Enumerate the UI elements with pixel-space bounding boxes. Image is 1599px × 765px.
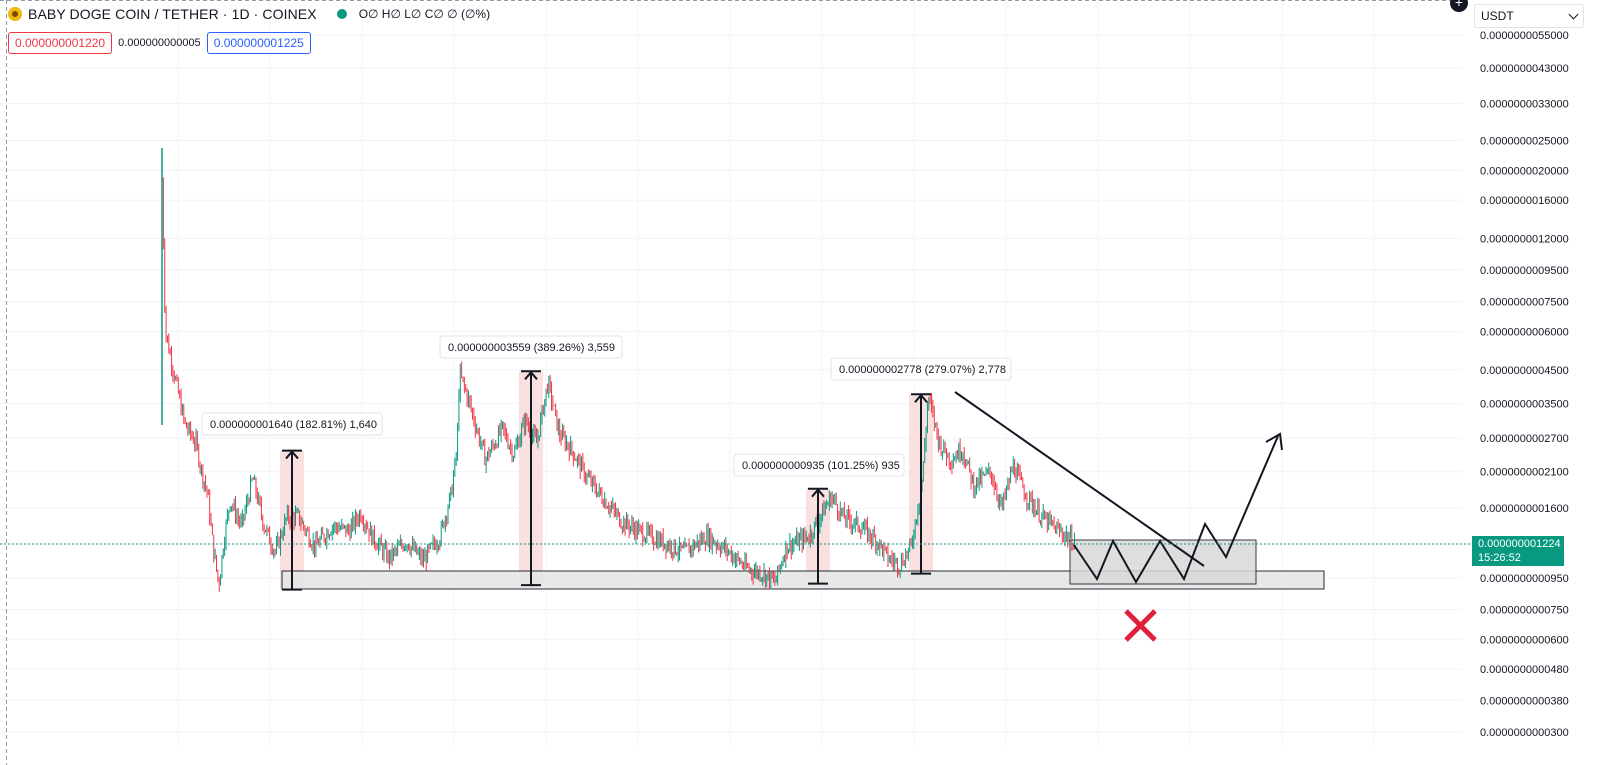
y-tick-label: 0.0000000001600 [1480,503,1569,515]
current-price-value: 0.000000001224 [1478,538,1561,550]
y-tick-label: 0.0000000004500 [1480,365,1569,377]
coin-icon[interactable] [8,7,22,21]
measure-label: 0.000000000935 (101.25%) 935 [733,453,905,477]
y-tick-label: 0.0000000000950 [1480,573,1569,585]
breakout-arrowhead [1265,432,1283,451]
measure-arrowhead [285,450,299,460]
y-tick-label: 0.0000000033000 [1480,98,1569,110]
y-tick-label: 0.0000000000600 [1480,634,1569,646]
y-tick-label: 0.0000000007500 [1480,296,1569,308]
candles [161,148,1076,593]
measure-label-text: 0.000000003559 (389.26%) 3,559 [448,342,615,354]
y-tick-label: 0.0000000016000 [1480,195,1569,207]
buy-price-button[interactable]: 0.000000001225 [206,32,311,54]
market-status-icon[interactable] [336,9,347,19]
y-tick-label: 0.0000000000300 [1480,727,1569,739]
invalidation-cross [1124,609,1157,642]
y-tick-label: 0.0000000000750 [1480,604,1569,616]
symbol-title[interactable]: BABY DOGE COIN / TETHER · 1D · COINEX [28,6,317,22]
measure-label: 0.000000002778 (279.07%) 2,778 [830,357,1012,381]
current-price-label: 0.000000001224 15:26:52 [1472,536,1564,566]
support-zone [281,570,1325,590]
y-tick-label: 0.0000000006000 [1480,326,1569,338]
y-tick-label: 0.0000000043000 [1480,63,1569,75]
y-tick-label: 0.0000000012000 [1480,234,1569,246]
measure-arrowhead [811,488,825,498]
measure-label-text: 0.000000000935 (101.25%) 935 [742,460,900,472]
y-tick-label: 0.0000000000380 [1480,695,1569,707]
y-tick-label: 0.0000000009500 [1480,265,1569,277]
measure-label-text: 0.000000001640 (182.81%) 1,640 [210,419,377,431]
measure-arrowhead [524,370,538,380]
y-tick-label: 0.0000000002700 [1480,433,1569,445]
sell-price-button[interactable]: 0.000000001220 [8,32,113,54]
add-button[interactable]: + [1450,0,1468,12]
y-tick-label: 0.0000000000480 [1480,664,1569,676]
measure-label-bg [733,453,905,477]
measure-label-bg [201,412,383,436]
currency-value: USDT [1481,9,1514,23]
quote-row: 0.000000001220 0.000000000005 0.00000000… [8,32,311,54]
y-tick-label: 0.0000000020000 [1480,165,1569,177]
measure-label-text: 0.000000002778 (279.07%) 2,778 [839,364,1006,376]
cross-stroke-2 [1124,609,1157,642]
y-axis: 0.0000000055000 0.0000000043000 0.00000000… [1480,30,1569,739]
measure-label: 0.000000001640 (182.81%) 1,640 [201,412,383,436]
measure-label-bg [439,335,623,359]
chart-header: BABY DOGE COIN / TETHER · 1D · COINEX O∅… [8,6,490,22]
measure-label-bg [830,357,1012,381]
grid [0,0,1462,748]
descending-trendline [954,391,1205,567]
y-tick-label: 0.0000000002100 [1480,467,1569,479]
measure-arrowhead [914,393,928,403]
spread-value: 0.000000000005 [118,37,201,49]
measure-label: 0.000000003559 (389.26%) 3,559 [439,335,623,359]
y-tick-label: 0.0000000055000 [1480,30,1569,42]
ohlc-values: O∅ H∅ L∅ C∅ ∅ (∅%) [358,7,491,21]
y-tick-label: 0.0000000025000 [1480,135,1569,147]
chevron-down-icon [1568,9,1579,20]
currency-select[interactable]: USDT [1474,4,1584,28]
y-tick-label: 0.0000000003500 [1480,398,1569,410]
countdown: 15:26:52 [1478,552,1521,564]
zigzag-projection [1073,435,1279,585]
